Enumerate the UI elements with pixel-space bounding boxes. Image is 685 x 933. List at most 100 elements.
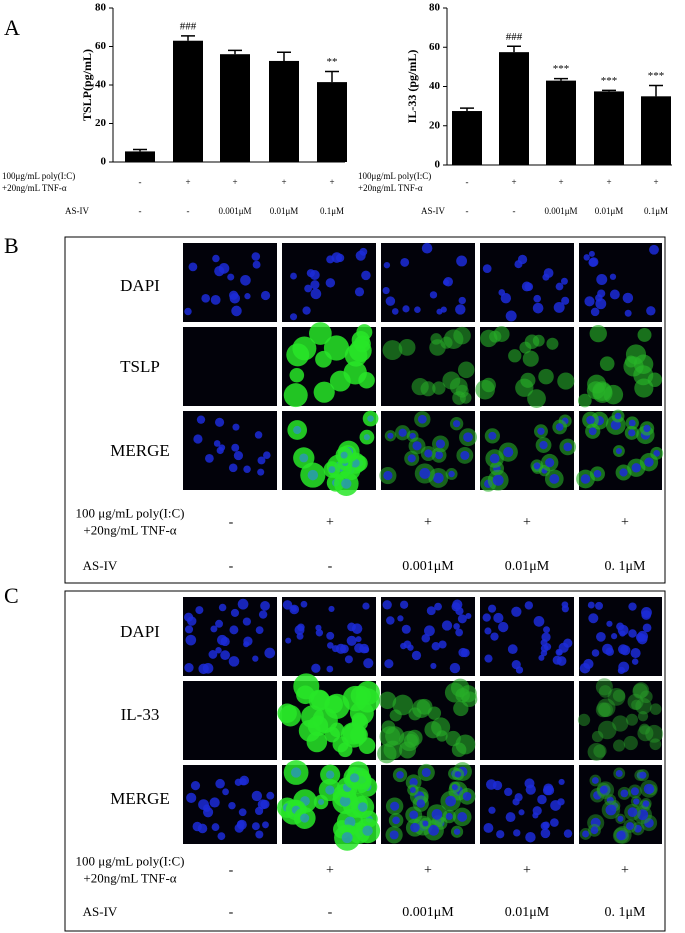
nucleus: [363, 434, 370, 441]
panel-label: C: [4, 583, 19, 608]
nucleus: [300, 600, 308, 608]
cell-stain: [599, 356, 615, 371]
condition-value: -: [187, 206, 190, 216]
micrograph: [579, 597, 662, 676]
nucleus: [449, 662, 461, 674]
nucleus: [213, 440, 221, 447]
nucleus: [549, 473, 560, 484]
y-tick-label: 0: [435, 159, 441, 171]
cell-stain: [309, 322, 332, 345]
nucleus: [349, 773, 360, 783]
nucleus: [619, 630, 626, 637]
nucleus: [457, 614, 467, 624]
nucleus: [263, 451, 271, 460]
nucleus: [588, 427, 597, 436]
panel-label: B: [4, 233, 19, 258]
nucleus: [453, 420, 461, 428]
nucleus: [362, 646, 370, 654]
nucleus: [215, 778, 225, 789]
y-tick-label: 60: [95, 40, 107, 52]
nucleus: [260, 600, 270, 611]
nucleus: [445, 795, 456, 807]
cell-stain: [613, 739, 626, 752]
nucleus: [624, 309, 632, 317]
panel-label: A: [4, 15, 20, 40]
nucleus: [602, 643, 613, 655]
micrograph: [579, 765, 662, 844]
nucleus: [242, 617, 251, 626]
nucleus: [421, 242, 433, 254]
micrograph: [480, 243, 574, 322]
nucleus: [445, 812, 453, 821]
nucleus: [184, 625, 194, 634]
condition-value: -: [466, 206, 469, 216]
nucleus: [498, 289, 506, 296]
nucleus: [540, 828, 551, 839]
condition-value: 0.001μM: [544, 206, 577, 216]
cell-stain: [324, 726, 340, 743]
nucleus: [251, 252, 261, 261]
cell-stain: [431, 717, 451, 737]
nucleus: [435, 439, 446, 449]
cell-stain: [639, 723, 651, 735]
nucleus: [214, 417, 225, 427]
nucleus: [631, 463, 641, 473]
nucleus: [195, 606, 204, 615]
nucleus: [563, 442, 573, 452]
nucleus: [220, 636, 230, 647]
nucleus: [210, 625, 218, 633]
nucleus: [588, 250, 595, 257]
nucleus: [262, 821, 269, 829]
micrograph: [480, 597, 574, 676]
nucleus: [228, 463, 238, 473]
nucleus: [637, 633, 648, 645]
nucleus: [361, 270, 371, 281]
nucleus: [296, 632, 304, 640]
nucleus: [205, 453, 214, 463]
condition-value: 0.01μM: [505, 559, 550, 574]
nucleus: [184, 612, 194, 622]
nucleus: [237, 598, 249, 610]
nucleus: [560, 277, 568, 285]
nucleus: [457, 812, 468, 822]
nucleus: [518, 809, 525, 816]
nucleus: [411, 650, 422, 661]
nucleus: [339, 795, 351, 807]
nucleus: [616, 622, 625, 631]
nucleus: [227, 273, 235, 281]
nucleus: [442, 279, 450, 286]
nucleus: [595, 298, 607, 310]
nucleus: [229, 625, 239, 635]
nucleus: [243, 641, 250, 648]
cell-stain: [546, 337, 559, 350]
nucleus: [644, 457, 654, 467]
nucleus: [453, 623, 460, 630]
nucleus: [236, 819, 247, 830]
nucleus: [325, 785, 335, 795]
y-axis-label: IL-33 (pg/mL): [405, 50, 419, 124]
condition-value: 0.1μM: [320, 206, 344, 216]
nucleus: [596, 632, 606, 642]
nucleus: [488, 806, 496, 814]
nucleus: [315, 629, 324, 637]
nucleus: [367, 415, 374, 422]
error-bar: [133, 148, 147, 152]
nucleus: [340, 451, 348, 459]
cell-stain: [637, 327, 652, 342]
nucleus: [532, 812, 539, 819]
nucleus: [325, 770, 335, 779]
condition-value: 0.001μM: [218, 206, 251, 216]
nucleus: [533, 616, 545, 627]
nucleus: [563, 638, 573, 648]
bar: [125, 151, 155, 162]
micrograph: [381, 597, 475, 676]
nucleus: [484, 627, 492, 635]
nucleus: [455, 304, 466, 315]
condition-value: -: [229, 905, 234, 920]
nucleus: [628, 602, 637, 611]
nucleus: [558, 778, 565, 786]
condition-value: +: [232, 177, 237, 187]
nucleus: [639, 771, 647, 779]
micrograph: [381, 242, 475, 322]
nucleus: [498, 621, 509, 633]
